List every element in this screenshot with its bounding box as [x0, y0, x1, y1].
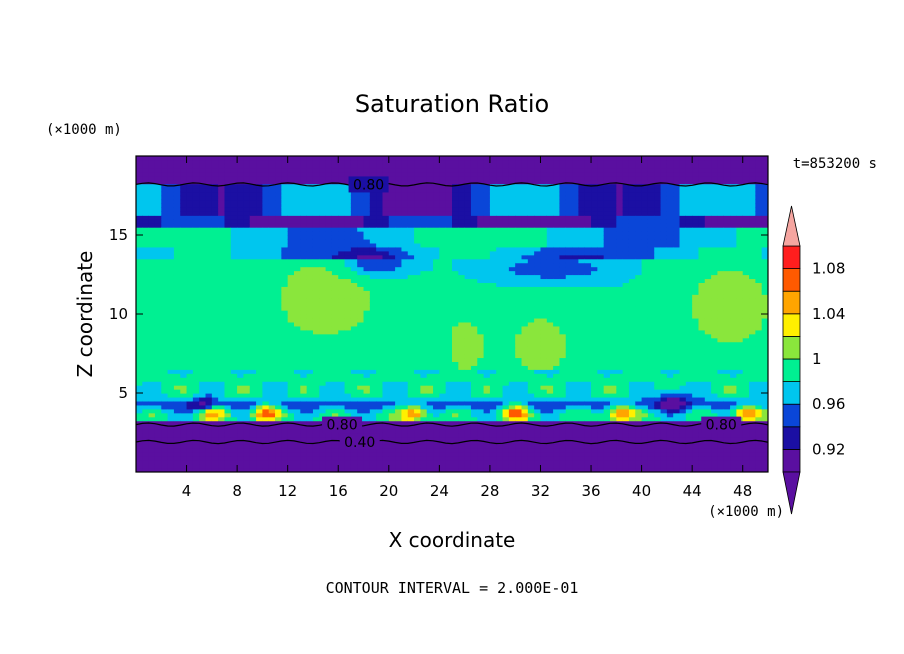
- x-tick-label: 48: [733, 482, 752, 500]
- colorbar-min-arrow: [782, 471, 801, 515]
- x-tick-label: 28: [480, 482, 499, 500]
- colorbar-tick-label: 0.96: [812, 395, 845, 413]
- colorbar-swatch: [782, 381, 801, 405]
- colorbar-swatch: [782, 448, 801, 473]
- time-label: t=853200 s: [793, 156, 877, 172]
- y-tick-label: 5: [118, 384, 128, 402]
- y-tick-label: 10: [109, 305, 128, 323]
- x-unit-label: (×1000 m): [708, 504, 784, 520]
- colorbar-swatch: [782, 403, 801, 428]
- x-tick-label: 16: [329, 482, 348, 500]
- x-tick-label: 20: [379, 482, 398, 500]
- footer-note: CONTOUR INTERVAL = 2.000E-01: [326, 579, 579, 597]
- colorbar-tick-label: 1.08: [812, 260, 845, 278]
- y-tick-label: 15: [109, 226, 128, 244]
- chart-title: Saturation Ratio: [355, 90, 549, 118]
- colorbar-max-arrow: [782, 205, 801, 247]
- contour-label: 0.80: [326, 418, 357, 434]
- colorbar-swatch: [782, 358, 801, 383]
- x-tick-label: 36: [581, 482, 600, 500]
- colorbar-swatch: [782, 245, 801, 270]
- colorbar-tick-label: 1.04: [812, 305, 845, 323]
- contour-lines: 0.800.80 0.800.40: [136, 176, 768, 451]
- colorbar-tick-label: 1: [812, 350, 822, 368]
- x-tick-label: 8: [232, 482, 242, 500]
- colorbar: 0.92 0.96 1 1.04 1.08: [782, 205, 845, 515]
- x-axis-label: X coordinate: [389, 528, 516, 552]
- x-tick-label: 12: [278, 482, 297, 500]
- y-unit-label: (×1000 m): [46, 122, 122, 138]
- x-tick-label: 24: [430, 482, 449, 500]
- contour-label: 0.80: [353, 177, 384, 193]
- colorbar-swatch: [782, 426, 801, 450]
- saturation-field: [136, 156, 768, 472]
- colorbar-tick-label: 0.92: [812, 440, 845, 458]
- contour-label: 0.40: [344, 435, 375, 451]
- colorbar-swatch: [782, 335, 801, 360]
- y-axis-label: Z coordinate: [73, 251, 97, 378]
- colorbar-swatch: [782, 313, 801, 337]
- x-tick-label: 44: [683, 482, 702, 500]
- y-axis-ticks: 5 10 15: [109, 226, 768, 402]
- x-tick-label: 32: [531, 482, 550, 500]
- x-axis-ticks: 4 8 12 16 20 24 28 32 36 40 44 48: [182, 156, 752, 500]
- contour-label: 0.80: [706, 418, 737, 434]
- colorbar-swatch: [782, 290, 801, 315]
- x-tick-label: 40: [632, 482, 651, 500]
- x-tick-label: 4: [182, 482, 192, 500]
- colorbar-swatch: [782, 268, 801, 292]
